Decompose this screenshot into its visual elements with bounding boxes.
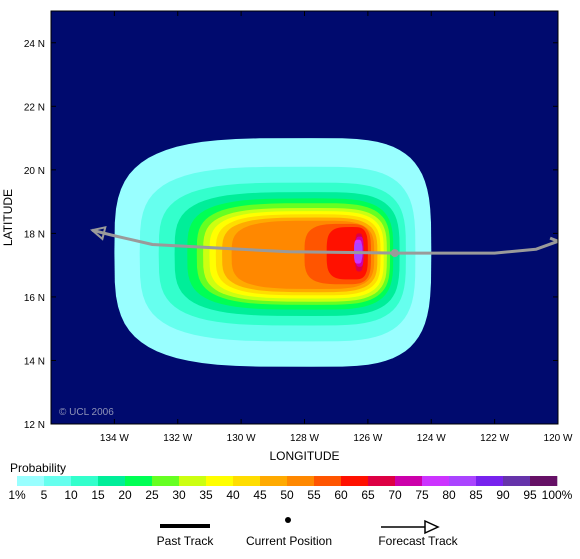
legend-label: 65: [361, 488, 375, 502]
y-tick-label: 14 N: [24, 356, 45, 367]
x-tick-label: 130 W: [227, 433, 256, 444]
x-tick-label: 120 W: [544, 433, 573, 444]
legend-swatch: [368, 476, 396, 486]
legend-label: 100%: [542, 488, 573, 502]
y-tick-label: 18 N: [24, 229, 45, 240]
legend-swatch: [152, 476, 180, 486]
forecast-arrowhead: [90, 225, 107, 241]
storm-tracks: [90, 225, 559, 258]
legend-label: 20: [118, 488, 132, 502]
legend-label: 30: [172, 488, 186, 502]
legend-label: 5: [41, 488, 48, 502]
legend-label: 70: [388, 488, 402, 502]
track-legend: Past Track Current Position Forecast Tra…: [157, 517, 459, 548]
legend-swatch: [530, 476, 558, 486]
legend-title: Probability: [10, 461, 66, 475]
y-tick-label: 24 N: [24, 39, 45, 50]
current-position-marker: [390, 249, 399, 258]
x-tick-label: 128 W: [290, 433, 319, 444]
legend-swatch: [449, 476, 477, 486]
legend-swatch: [476, 476, 504, 486]
legend-swatch: [206, 476, 234, 486]
y-tick-label: 20 N: [24, 166, 45, 177]
legend-label: 1%: [8, 488, 26, 502]
legend-swatch: [422, 476, 450, 486]
legend-label: 90: [496, 488, 510, 502]
legend-swatch: [71, 476, 99, 486]
legend-label: 95: [523, 488, 537, 502]
axis-ticks: 134 W 132 W 130 W 128 W 126 W 124 W 122 W 120 W…: [24, 11, 573, 444]
legend-swatch: [503, 476, 531, 486]
legend-swatch: [260, 476, 288, 486]
current-position-legend-dot: [285, 517, 291, 523]
probability-contours: [114, 138, 432, 367]
x-tick-label: 132 W: [163, 433, 192, 444]
legend-swatch: [44, 476, 72, 486]
y-axis-title: LATITUDE: [1, 189, 15, 246]
x-tick-label: 124 W: [417, 433, 446, 444]
forecast-track-legend-arrowhead: [424, 519, 440, 535]
legend-swatch: [179, 476, 207, 486]
y-tick-label: 12 N: [24, 420, 45, 431]
legend-swatch: [395, 476, 423, 486]
current-position-label: Current Position: [246, 534, 332, 548]
legend-label: 45: [253, 488, 267, 502]
legend-swatch: [287, 476, 315, 486]
legend-label: 40: [226, 488, 240, 502]
forecast-track-line: [91, 228, 559, 255]
x-axis-title: LONGITUDE: [269, 449, 339, 463]
legend-label: 10: [64, 488, 78, 502]
legend-label: 85: [469, 488, 483, 502]
legend-label: 60: [334, 488, 348, 502]
probability-legend-bar: [17, 476, 558, 486]
legend-swatch: [125, 476, 153, 486]
past-track-line: [549, 236, 559, 243]
forecast-track-label: Forecast Track: [378, 534, 458, 548]
legend-swatch: [17, 476, 45, 486]
legend-label: 50: [280, 488, 294, 502]
x-tick-label: 126 W: [353, 433, 382, 444]
legend-label: 15: [91, 488, 105, 502]
x-tick-label: 122 W: [480, 433, 509, 444]
past-track-label: Past Track: [157, 534, 215, 548]
probability-legend-labels: 1% 5 10 15 20 25 30 35 40 45 50 55 60 65 70 75 80 85 90 95 1…: [8, 488, 572, 502]
y-tick-label: 16 N: [24, 293, 45, 304]
legend-swatch: [341, 476, 369, 486]
legend-label: 75: [415, 488, 429, 502]
x-tick-label: 134 W: [100, 433, 129, 444]
legend-swatch: [98, 476, 126, 486]
legend-label: 55: [307, 488, 321, 502]
y-tick-label: 22 N: [24, 102, 45, 113]
copyright-text: © UCL 2006: [59, 407, 114, 418]
legend-label: 35: [199, 488, 213, 502]
legend-swatch: [233, 476, 261, 486]
legend-label: 25: [145, 488, 159, 502]
legend-swatch: [314, 476, 342, 486]
legend-label: 80: [442, 488, 456, 502]
